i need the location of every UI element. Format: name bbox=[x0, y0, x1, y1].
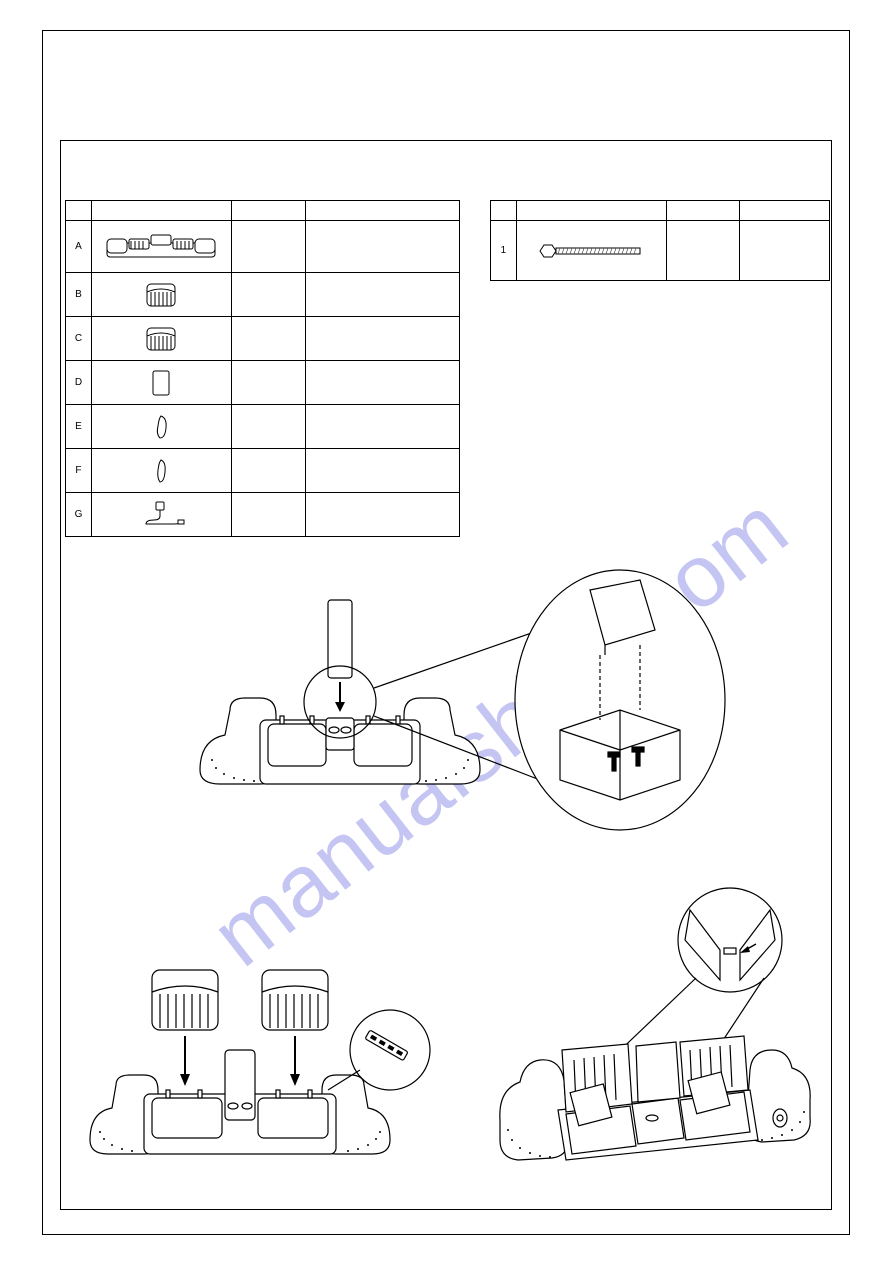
hardware-qty bbox=[740, 221, 830, 281]
part-qty bbox=[305, 317, 459, 361]
clip-2-icon bbox=[91, 449, 231, 493]
table-row: B bbox=[66, 273, 460, 317]
back-cushion-2-icon bbox=[91, 317, 231, 361]
hardware-desc bbox=[666, 221, 740, 281]
hardware-header-desc bbox=[666, 201, 740, 221]
table-row: 1 bbox=[491, 221, 830, 281]
parts-header-desc bbox=[231, 201, 305, 221]
clip-1-icon bbox=[91, 405, 231, 449]
part-id: A bbox=[66, 221, 92, 273]
hardware-table: 1 bbox=[490, 200, 830, 281]
part-desc bbox=[231, 493, 305, 537]
table-row: A bbox=[66, 221, 460, 273]
part-qty bbox=[305, 449, 459, 493]
parts-header-qty bbox=[305, 201, 459, 221]
table-row: E bbox=[66, 405, 460, 449]
table-row: C bbox=[66, 317, 460, 361]
step1-diagram bbox=[180, 560, 740, 840]
hardware-id: 1 bbox=[491, 221, 517, 281]
part-qty bbox=[305, 405, 459, 449]
hardware-header-image bbox=[516, 201, 666, 221]
step2-right-diagram bbox=[480, 880, 840, 1200]
power-cord-icon bbox=[91, 493, 231, 537]
part-qty bbox=[305, 221, 459, 273]
hardware-header-id bbox=[491, 201, 517, 221]
part-desc bbox=[231, 317, 305, 361]
part-desc bbox=[231, 273, 305, 317]
table-row: F bbox=[66, 449, 460, 493]
part-desc bbox=[231, 361, 305, 405]
part-id: F bbox=[66, 449, 92, 493]
part-qty bbox=[305, 273, 459, 317]
part-desc bbox=[231, 405, 305, 449]
part-qty bbox=[305, 493, 459, 537]
hardware-header-row bbox=[491, 201, 830, 221]
bolt-icon bbox=[516, 221, 666, 281]
part-id: B bbox=[66, 273, 92, 317]
step2-left-diagram bbox=[70, 930, 470, 1190]
part-desc bbox=[231, 449, 305, 493]
part-id: C bbox=[66, 317, 92, 361]
parts-table: A B bbox=[65, 200, 460, 537]
part-id: E bbox=[66, 405, 92, 449]
console-back-icon bbox=[91, 361, 231, 405]
part-qty bbox=[305, 361, 459, 405]
table-row: D bbox=[66, 361, 460, 405]
parts-header-id bbox=[66, 201, 92, 221]
part-id: G bbox=[66, 493, 92, 537]
table-row: G bbox=[66, 493, 460, 537]
part-id: D bbox=[66, 361, 92, 405]
parts-header-image bbox=[91, 201, 231, 221]
part-desc bbox=[231, 221, 305, 273]
hardware-header-qty bbox=[740, 201, 830, 221]
parts-header-row bbox=[66, 201, 460, 221]
back-cushion-icon bbox=[91, 273, 231, 317]
sofa-base-icon bbox=[91, 221, 231, 273]
